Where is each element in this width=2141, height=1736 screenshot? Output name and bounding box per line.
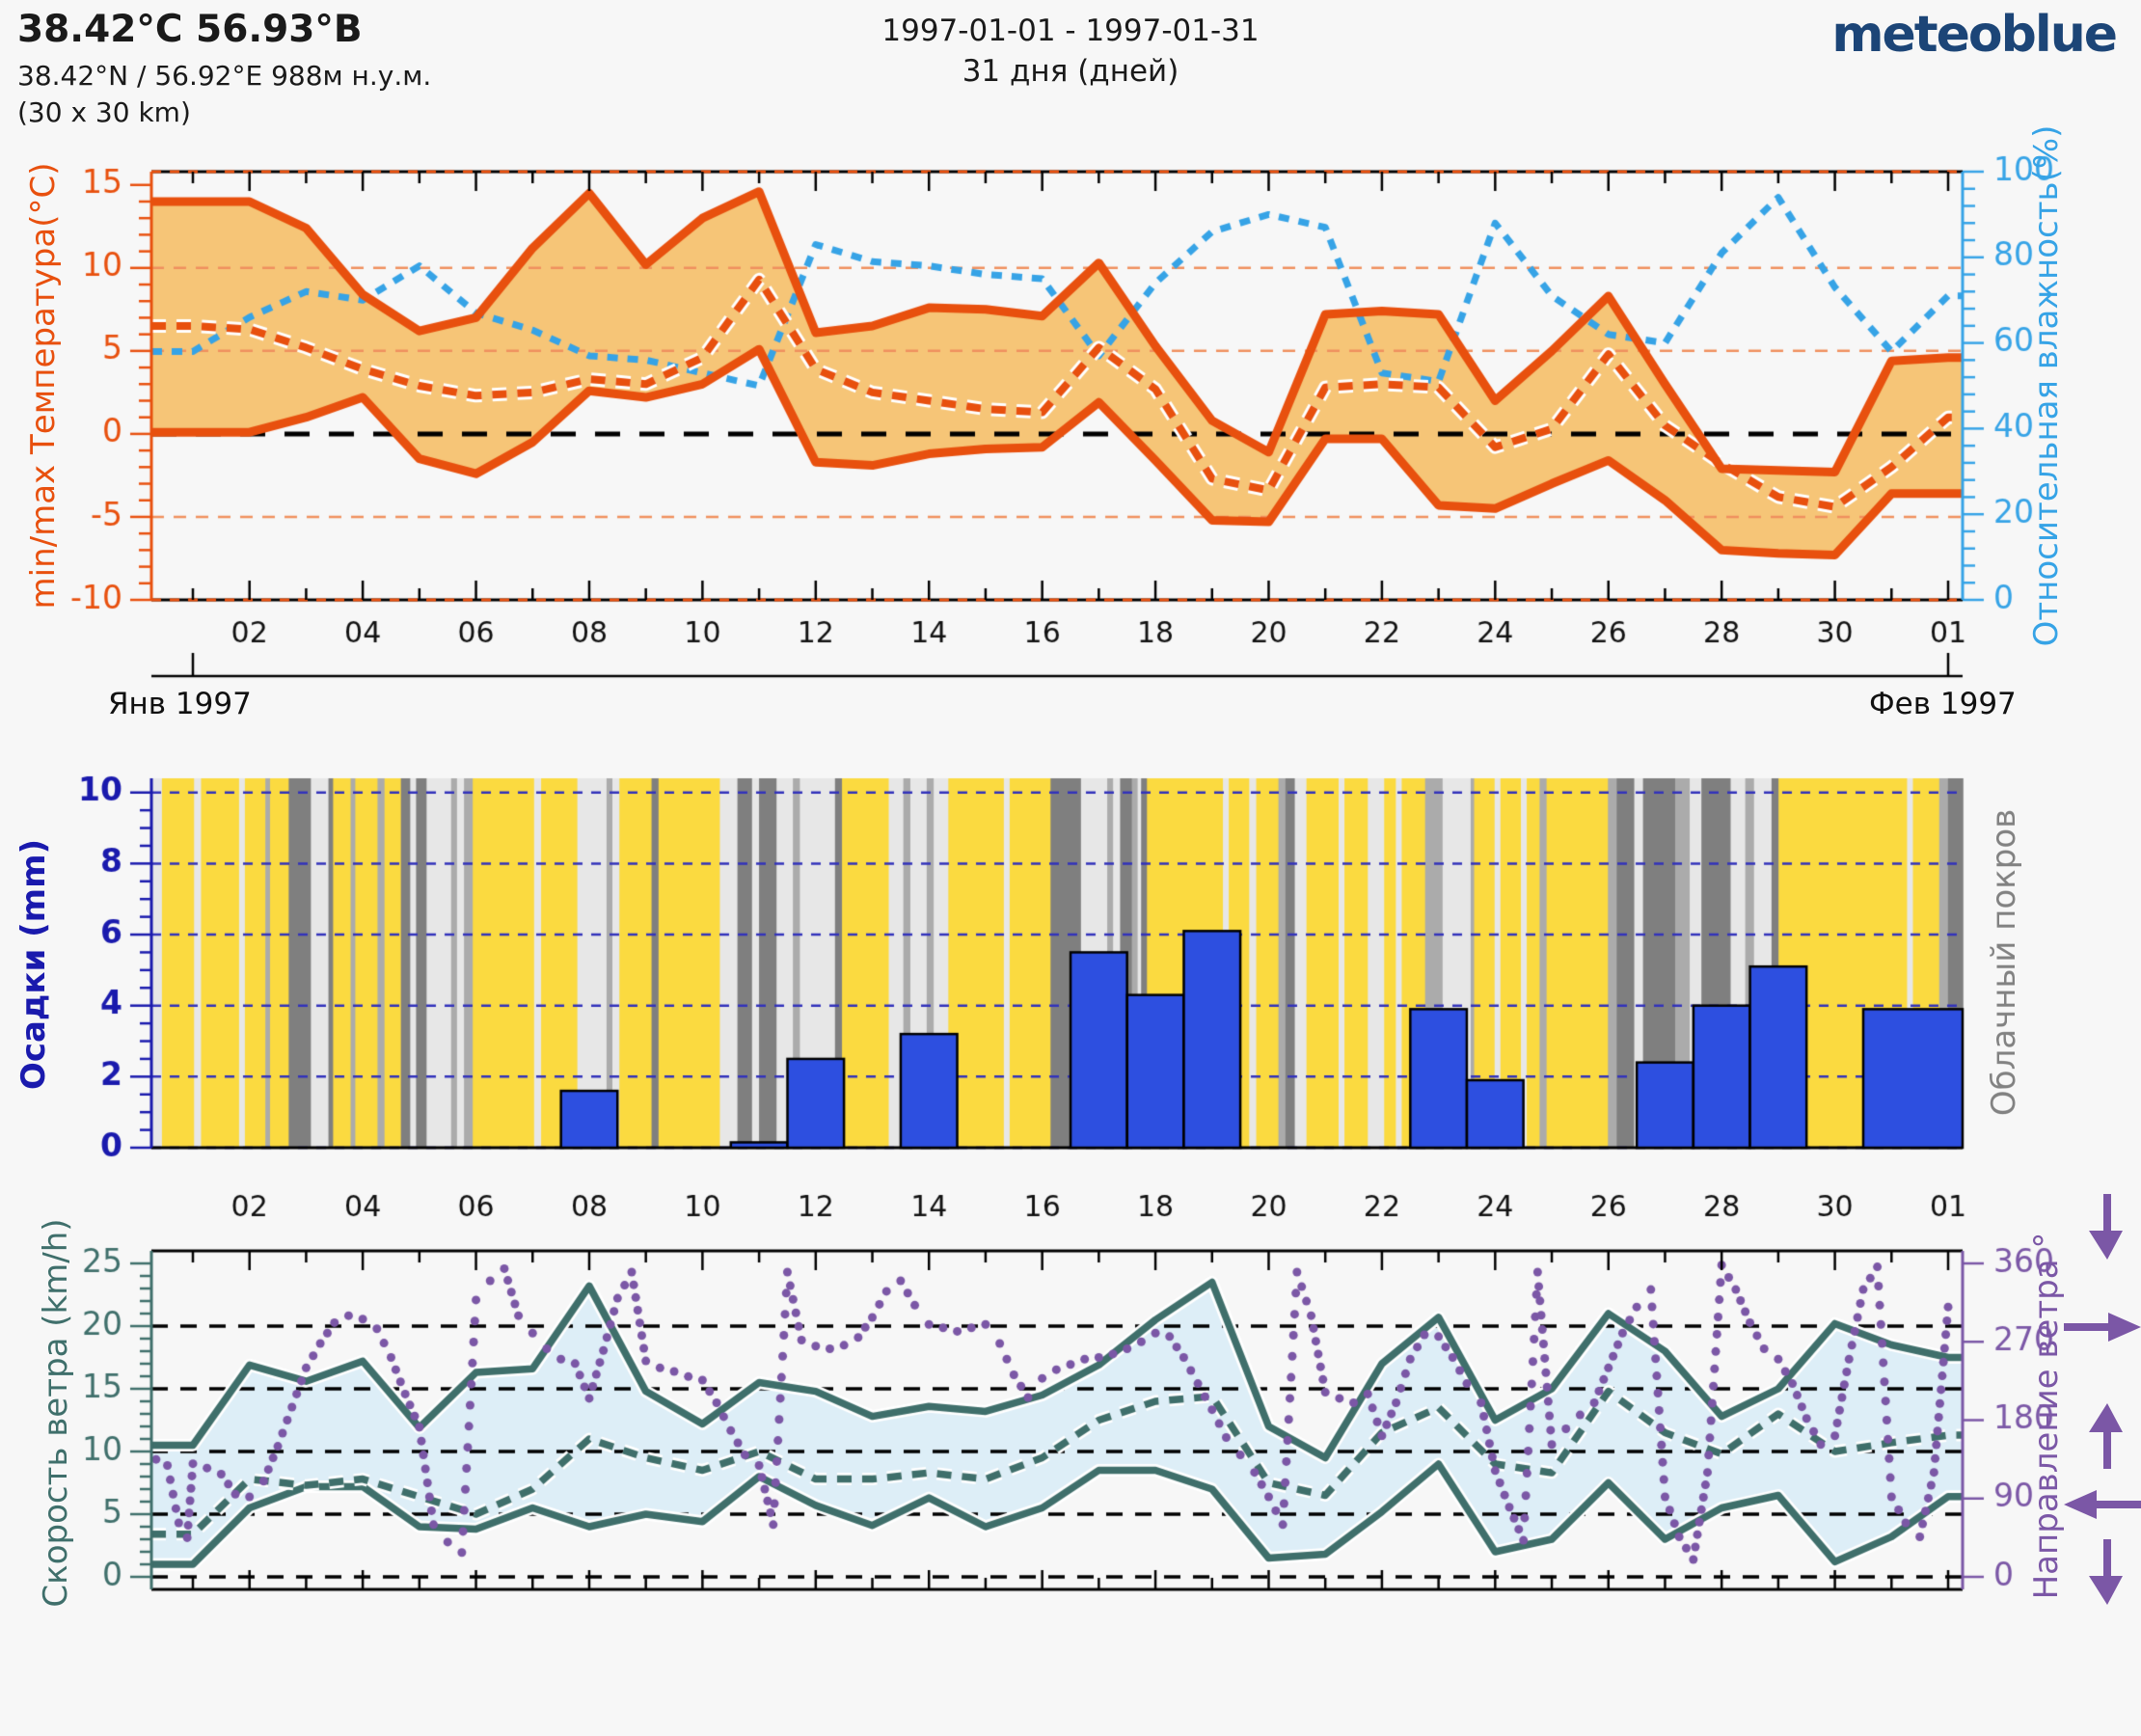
location-grid-size: (30 x 30 km) [17, 96, 191, 128]
page-title: 38.42°C 56.93°В [17, 8, 363, 51]
direction-arrow-360-icon [2085, 1194, 2129, 1260]
month-label-february: Фев 1997 [1869, 687, 2017, 721]
location-coordinates: 38.42°N / 56.92°E 988м н.у.м. [17, 60, 432, 92]
duration-subtitle: 31 дня (дней) [962, 54, 1179, 89]
month-label-january: Янв 1997 [108, 687, 252, 721]
direction-arrow-270-icon [2064, 1308, 2141, 1346]
meteoblue-logo: meteoblue [1831, 6, 2118, 64]
direction-arrow-0-icon [2085, 1539, 2129, 1605]
direction-arrow-90-icon [2064, 1485, 2141, 1524]
date-range-title: 1997-01-01 - 1997-01-31 [881, 14, 1260, 48]
direction-arrow-180-icon [2085, 1403, 2129, 1469]
wind-speed-axis-title: Скорость ветра (km/h) [37, 1218, 75, 1608]
cloud-cover-axis-title: Облачный покров [1985, 808, 2023, 1117]
wind-direction-axis-title: Направление ветра ° [2027, 1232, 2066, 1600]
precipitation-axis-title: Осадки (mm) [14, 838, 53, 1091]
temperature-axis-title: min/max Температура(°C) [24, 162, 63, 610]
humidity-axis-title: Относительная влажность(%) [2027, 124, 2066, 647]
